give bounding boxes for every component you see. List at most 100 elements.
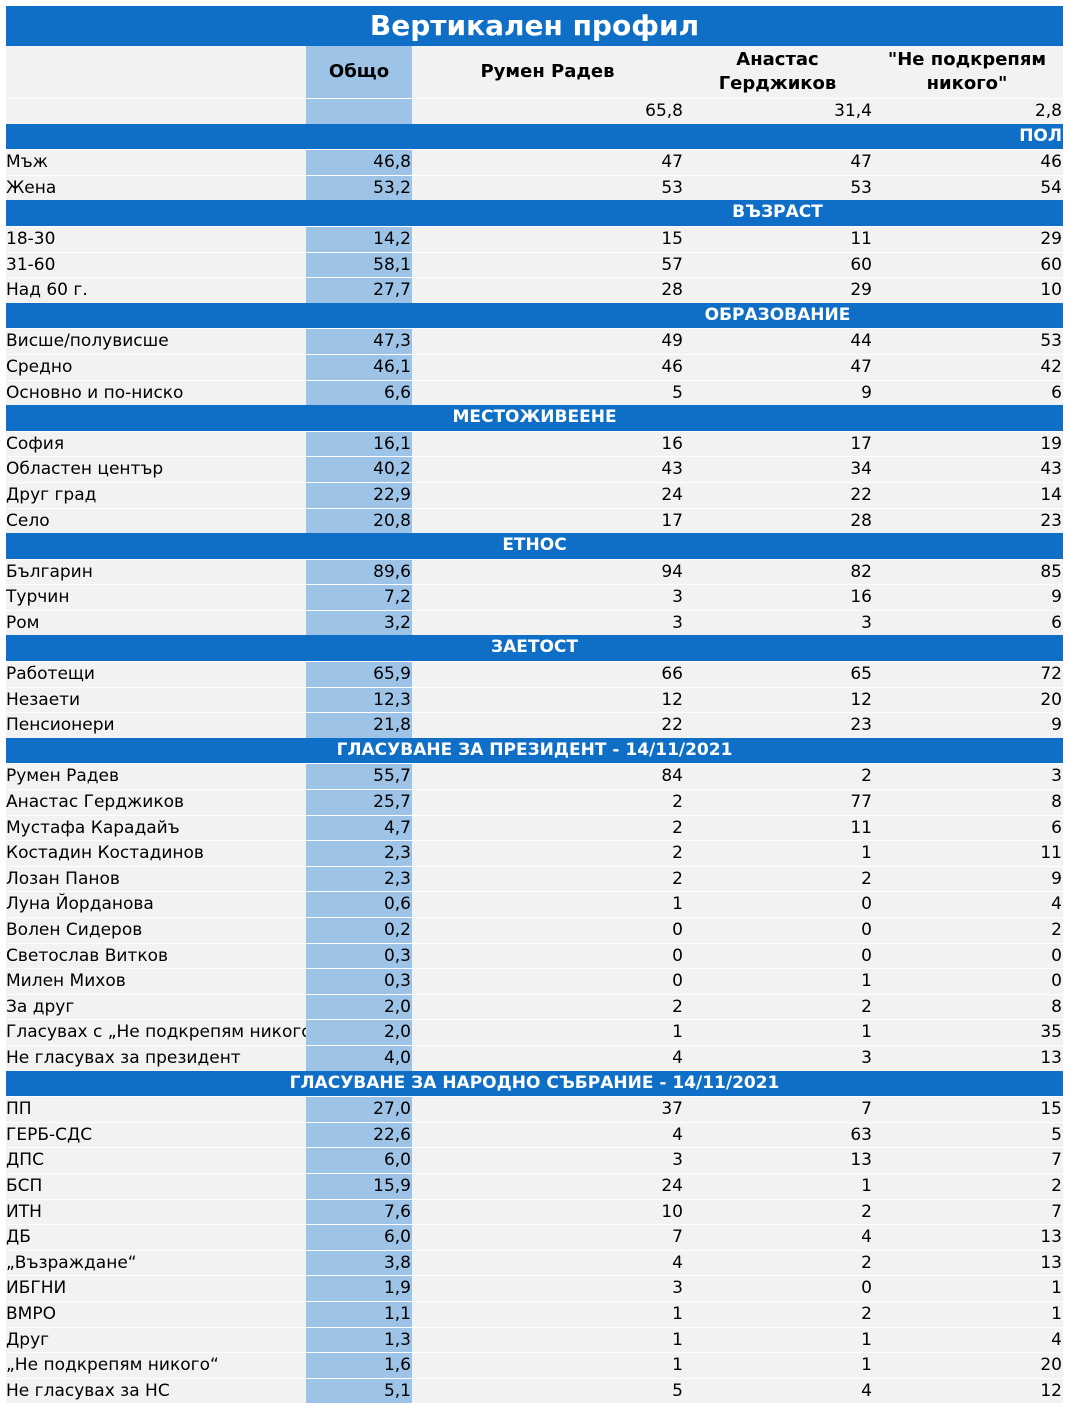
table-row: Мъж 46,8 47 47 46 — [6, 149, 1063, 175]
row-total: 0,6 — [306, 892, 412, 917]
row-col1: 24 — [661, 1175, 683, 1196]
row-total: 89,6 — [306, 559, 412, 585]
row-label: Друг град — [6, 484, 97, 505]
row-col2: 11 — [850, 228, 872, 249]
overall-col2: 31,4 — [834, 101, 872, 121]
row-total: 2,3 — [306, 866, 412, 892]
table-row: За друг 2,0 2 2 8 — [6, 993, 1063, 1020]
row-col2: 2 — [861, 1303, 872, 1324]
row-total: 12,3 — [306, 687, 412, 713]
row-col2: 3 — [861, 1047, 872, 1068]
table-row: ГЕРБ-СДС 22,6 4 63 5 — [6, 1121, 1063, 1148]
row-col2: 29 — [850, 280, 872, 301]
table-row: ДБ 6,0 7 4 13 — [6, 1224, 1063, 1250]
overall-col1: 65,8 — [645, 101, 683, 121]
row-col1: 84 — [661, 766, 683, 787]
row-col3: 6 — [1051, 612, 1062, 633]
row-col2: 1 — [861, 843, 872, 864]
table-row: 31-60 58,1 57 60 60 — [6, 251, 1063, 278]
row-label: Костадин Костадинов — [6, 843, 204, 864]
row-label: Гласувах с „Не подкрепям никого“ — [6, 1022, 306, 1043]
table-row: Костадин Костадинов 2,3 2 1 11 — [6, 840, 1063, 866]
row-label: Село — [6, 510, 50, 531]
row-col1: 16 — [661, 433, 683, 454]
row-label: Светослав Витков — [6, 945, 169, 966]
row-col3: 6 — [1051, 382, 1062, 403]
table-row: Гласувах с „Не подкрепям никого“ 2,0 1 1 35 — [6, 1019, 1063, 1045]
row-total: 4,7 — [306, 815, 412, 841]
row-col3: 6 — [1051, 817, 1062, 838]
profile-table: Вертикален профил Общо Румен Радев Анаст… — [6, 6, 1063, 1404]
row-col2: 4 — [861, 1380, 872, 1401]
row-col3: 60 — [1040, 254, 1062, 275]
row-col3: 2 — [1051, 1175, 1062, 1196]
row-label: Над 60 г. — [6, 280, 88, 301]
row-col1: 7 — [672, 1227, 683, 1248]
row-col2: 65 — [850, 664, 872, 685]
row-col1: 1 — [672, 1355, 683, 1376]
row-col2: 44 — [850, 331, 872, 352]
table-row: Не гласувах за президент 4,0 4 3 13 — [6, 1044, 1063, 1071]
page-title: Вертикален профил — [6, 6, 1063, 46]
row-col3: 8 — [1051, 996, 1062, 1017]
row-col2: 2 — [861, 766, 872, 787]
row-col2: 34 — [850, 459, 872, 480]
row-col2: 0 — [861, 894, 872, 915]
row-col2: 1 — [861, 1022, 872, 1043]
section-header: ПОЛ — [6, 123, 1063, 150]
column-header-row: Общо Румен Радев Анастас Герджиков "Не п… — [6, 46, 1063, 98]
table-row: ВМРО 1,1 1 2 1 — [6, 1300, 1063, 1327]
table-row: „Не подкрепям никого“ 1,6 1 1 20 — [6, 1352, 1063, 1378]
table-row: Милен Михов 0,3 0 1 0 — [6, 968, 1063, 994]
row-label: 18-30 — [6, 228, 56, 249]
row-total: 27,7 — [306, 278, 412, 303]
row-col3: 1 — [1051, 1278, 1062, 1299]
row-label: Работещи — [6, 664, 95, 685]
row-col2: 2 — [861, 868, 872, 889]
row-label: „Не подкрепям никого“ — [6, 1355, 219, 1376]
table-row: София 16,1 16 17 19 — [6, 430, 1063, 457]
row-col2: 0 — [861, 945, 872, 966]
row-col2: 2 — [861, 1201, 872, 1222]
row-total: 22,9 — [306, 482, 412, 508]
row-col2: 0 — [861, 1278, 872, 1299]
row-col3: 85 — [1040, 561, 1062, 582]
row-col3: 5 — [1051, 1124, 1062, 1145]
row-total: 1,1 — [306, 1301, 412, 1327]
row-col1: 2 — [672, 843, 683, 864]
row-label: 31-60 — [6, 254, 56, 275]
row-col3: 42 — [1040, 356, 1062, 377]
row-label: Висше/полувисше — [6, 331, 169, 352]
row-col3: 7 — [1051, 1150, 1062, 1171]
row-total: 58,1 — [306, 252, 412, 278]
header-col2: Анастас Герджиков — [718, 49, 837, 94]
row-total: 6,0 — [306, 1225, 412, 1250]
row-col1: 3 — [672, 612, 683, 633]
row-col1: 2 — [672, 996, 683, 1017]
row-col1: 3 — [672, 587, 683, 608]
row-col1: 2 — [672, 868, 683, 889]
row-total: 46,8 — [306, 150, 412, 175]
row-label: Областен център — [6, 459, 164, 480]
table-row: Румен Радев 55,7 84 2 3 — [6, 763, 1063, 790]
row-total: 3,8 — [306, 1250, 412, 1276]
row-col2: 47 — [850, 152, 872, 173]
row-col1: 46 — [661, 356, 683, 377]
row-total: 3,2 — [306, 610, 412, 636]
row-col3: 20 — [1040, 689, 1062, 710]
table-row: Лозан Панов 2,3 2 2 9 — [6, 865, 1063, 892]
row-label: Румен Радев — [6, 766, 120, 787]
section-title: ЗАЕТОСТ — [491, 637, 578, 658]
row-col3: 54 — [1040, 177, 1062, 198]
row-col2: 0 — [861, 920, 872, 940]
row-col3: 13 — [1040, 1252, 1062, 1273]
row-total: 25,7 — [306, 790, 412, 815]
section-header: ЕТНОС — [6, 533, 1063, 559]
row-col1: 4 — [672, 1124, 683, 1145]
table-row: ДПС 6,0 3 13 7 — [6, 1147, 1063, 1173]
row-label: ИБГНИ — [6, 1278, 67, 1299]
row-label: Мъж — [6, 152, 48, 173]
row-total: 47,3 — [306, 329, 412, 354]
section-title: МЕСТОЖИВЕЕНЕ — [452, 407, 617, 428]
row-col3: 35 — [1040, 1022, 1062, 1043]
